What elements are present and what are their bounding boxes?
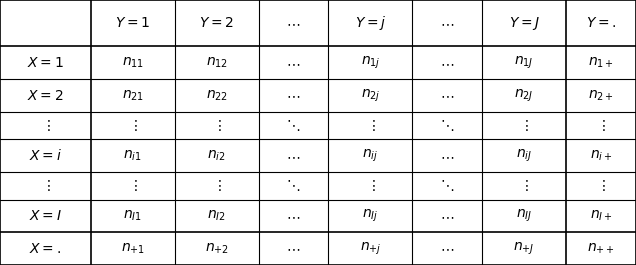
Text: $n_{1+}$: $n_{1+}$ [588, 56, 614, 70]
Text: $\ddots$: $\ddots$ [286, 178, 301, 193]
Text: $X=I$: $X=I$ [29, 209, 62, 223]
Text: $\cdots$: $\cdots$ [286, 89, 301, 103]
Text: $\vdots$: $\vdots$ [596, 178, 606, 193]
Text: $\ddots$: $\ddots$ [440, 178, 455, 193]
Text: $n_{++}$: $n_{++}$ [587, 241, 615, 256]
Text: $\ddots$: $\ddots$ [440, 118, 455, 133]
Text: $n_{+j}$: $n_{+j}$ [359, 241, 381, 257]
Text: $\cdots$: $\cdots$ [440, 89, 455, 103]
Text: $\vdots$: $\vdots$ [212, 118, 221, 133]
Text: $\vdots$: $\vdots$ [520, 118, 529, 133]
Text: $n_{I1}$: $n_{I1}$ [123, 209, 142, 223]
Text: $n_{I+}$: $n_{I+}$ [590, 209, 612, 223]
Text: $\cdots$: $\cdots$ [286, 242, 301, 256]
Text: $Y=1$: $Y=1$ [115, 16, 150, 30]
Text: $n_{1J}$: $n_{1J}$ [515, 55, 534, 71]
Text: $n_{+1}$: $n_{+1}$ [121, 241, 145, 256]
Text: $Y=2$: $Y=2$ [199, 16, 234, 30]
Text: $X=.$: $X=.$ [29, 242, 62, 256]
Text: $\vdots$: $\vdots$ [212, 178, 221, 193]
Text: $\vdots$: $\vdots$ [128, 118, 137, 133]
Text: $n_{iJ}$: $n_{iJ}$ [516, 148, 532, 164]
Text: $\cdots$: $\cdots$ [440, 56, 455, 70]
Text: $\cdots$: $\cdots$ [286, 56, 301, 70]
Text: $n_{ij}$: $n_{ij}$ [363, 148, 378, 164]
Text: $n_{i2}$: $n_{i2}$ [207, 148, 226, 163]
Text: $\vdots$: $\vdots$ [41, 118, 50, 133]
Text: $Y=j$: $Y=j$ [355, 14, 386, 32]
Text: $n_{12}$: $n_{12}$ [205, 56, 228, 70]
Text: $\vdots$: $\vdots$ [596, 118, 606, 133]
Text: $\cdots$: $\cdots$ [440, 209, 455, 223]
Text: $n_{+J}$: $n_{+J}$ [513, 241, 535, 257]
Text: $X=2$: $X=2$ [27, 89, 64, 103]
Text: $Y=.$: $Y=.$ [586, 16, 616, 30]
Text: $n_{+2}$: $n_{+2}$ [205, 241, 229, 256]
Text: $n_{IJ}$: $n_{IJ}$ [516, 208, 532, 224]
Text: $\cdots$: $\cdots$ [440, 149, 455, 163]
Text: $\cdots$: $\cdots$ [440, 242, 455, 256]
Text: $X=1$: $X=1$ [27, 56, 64, 70]
Text: $\vdots$: $\vdots$ [366, 178, 375, 193]
Text: $n_{2j}$: $n_{2j}$ [361, 87, 380, 104]
Text: $Y=J$: $Y=J$ [509, 15, 540, 32]
Text: $n_{22}$: $n_{22}$ [205, 88, 228, 103]
Text: $n_{2J}$: $n_{2J}$ [515, 87, 534, 104]
Text: $n_{i+}$: $n_{i+}$ [590, 148, 612, 163]
Text: $\cdots$: $\cdots$ [286, 209, 301, 223]
Text: $n_{21}$: $n_{21}$ [121, 88, 144, 103]
Text: $n_{2+}$: $n_{2+}$ [588, 88, 614, 103]
Text: $n_{11}$: $n_{11}$ [121, 56, 144, 70]
Text: $\cdots$: $\cdots$ [286, 16, 301, 30]
Text: $n_{1j}$: $n_{1j}$ [361, 55, 380, 71]
Text: $\vdots$: $\vdots$ [366, 118, 375, 133]
Text: $\vdots$: $\vdots$ [520, 178, 529, 193]
Text: $\cdots$: $\cdots$ [286, 149, 301, 163]
Text: $n_{Ij}$: $n_{Ij}$ [363, 208, 378, 224]
Text: $n_{i1}$: $n_{i1}$ [123, 148, 142, 163]
Text: $\ddots$: $\ddots$ [286, 118, 301, 133]
Text: $X=i$: $X=i$ [29, 148, 62, 163]
Text: $\cdots$: $\cdots$ [440, 16, 455, 30]
Text: $\vdots$: $\vdots$ [41, 178, 50, 193]
Text: $n_{I2}$: $n_{I2}$ [207, 209, 226, 223]
Text: $\vdots$: $\vdots$ [128, 178, 137, 193]
